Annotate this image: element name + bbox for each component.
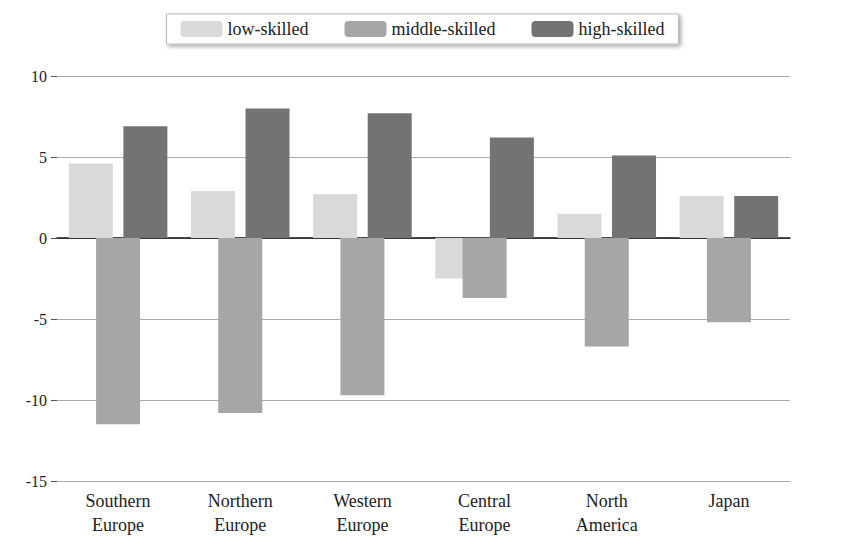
svg-text:middle-skilled: middle-skilled	[392, 19, 496, 39]
svg-text:Japan: Japan	[708, 491, 749, 511]
svg-text:-5: -5	[34, 311, 47, 328]
svg-text:-15: -15	[26, 473, 47, 490]
svg-text:10: 10	[31, 68, 47, 85]
svg-text:Western: Western	[333, 491, 392, 511]
svg-text:high-skilled: high-skilled	[578, 19, 664, 39]
svg-text:Europe: Europe	[214, 515, 266, 535]
svg-text:0: 0	[39, 230, 47, 247]
svg-text:5: 5	[39, 149, 47, 166]
svg-text:Southern: Southern	[86, 491, 151, 511]
svg-text:Central: Central	[458, 491, 511, 511]
svg-text:Northern: Northern	[208, 491, 273, 511]
svg-text:Europe: Europe	[92, 515, 144, 535]
svg-text:-10: -10	[26, 392, 47, 409]
svg-text:Europe: Europe	[459, 515, 511, 535]
svg-text:America: America	[576, 515, 638, 535]
svg-text:Europe: Europe	[336, 515, 388, 535]
svg-text:North: North	[586, 491, 628, 511]
svg-text:low-skilled: low-skilled	[228, 19, 309, 39]
